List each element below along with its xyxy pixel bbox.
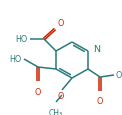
Text: HO: HO xyxy=(10,55,22,64)
Text: O: O xyxy=(58,19,64,28)
Text: N: N xyxy=(93,45,100,54)
Text: HO: HO xyxy=(16,35,28,44)
Text: CH₃: CH₃ xyxy=(49,108,63,115)
Text: O: O xyxy=(35,87,41,96)
Text: O: O xyxy=(58,91,64,100)
Text: OH: OH xyxy=(116,71,122,80)
Text: O: O xyxy=(97,96,103,105)
